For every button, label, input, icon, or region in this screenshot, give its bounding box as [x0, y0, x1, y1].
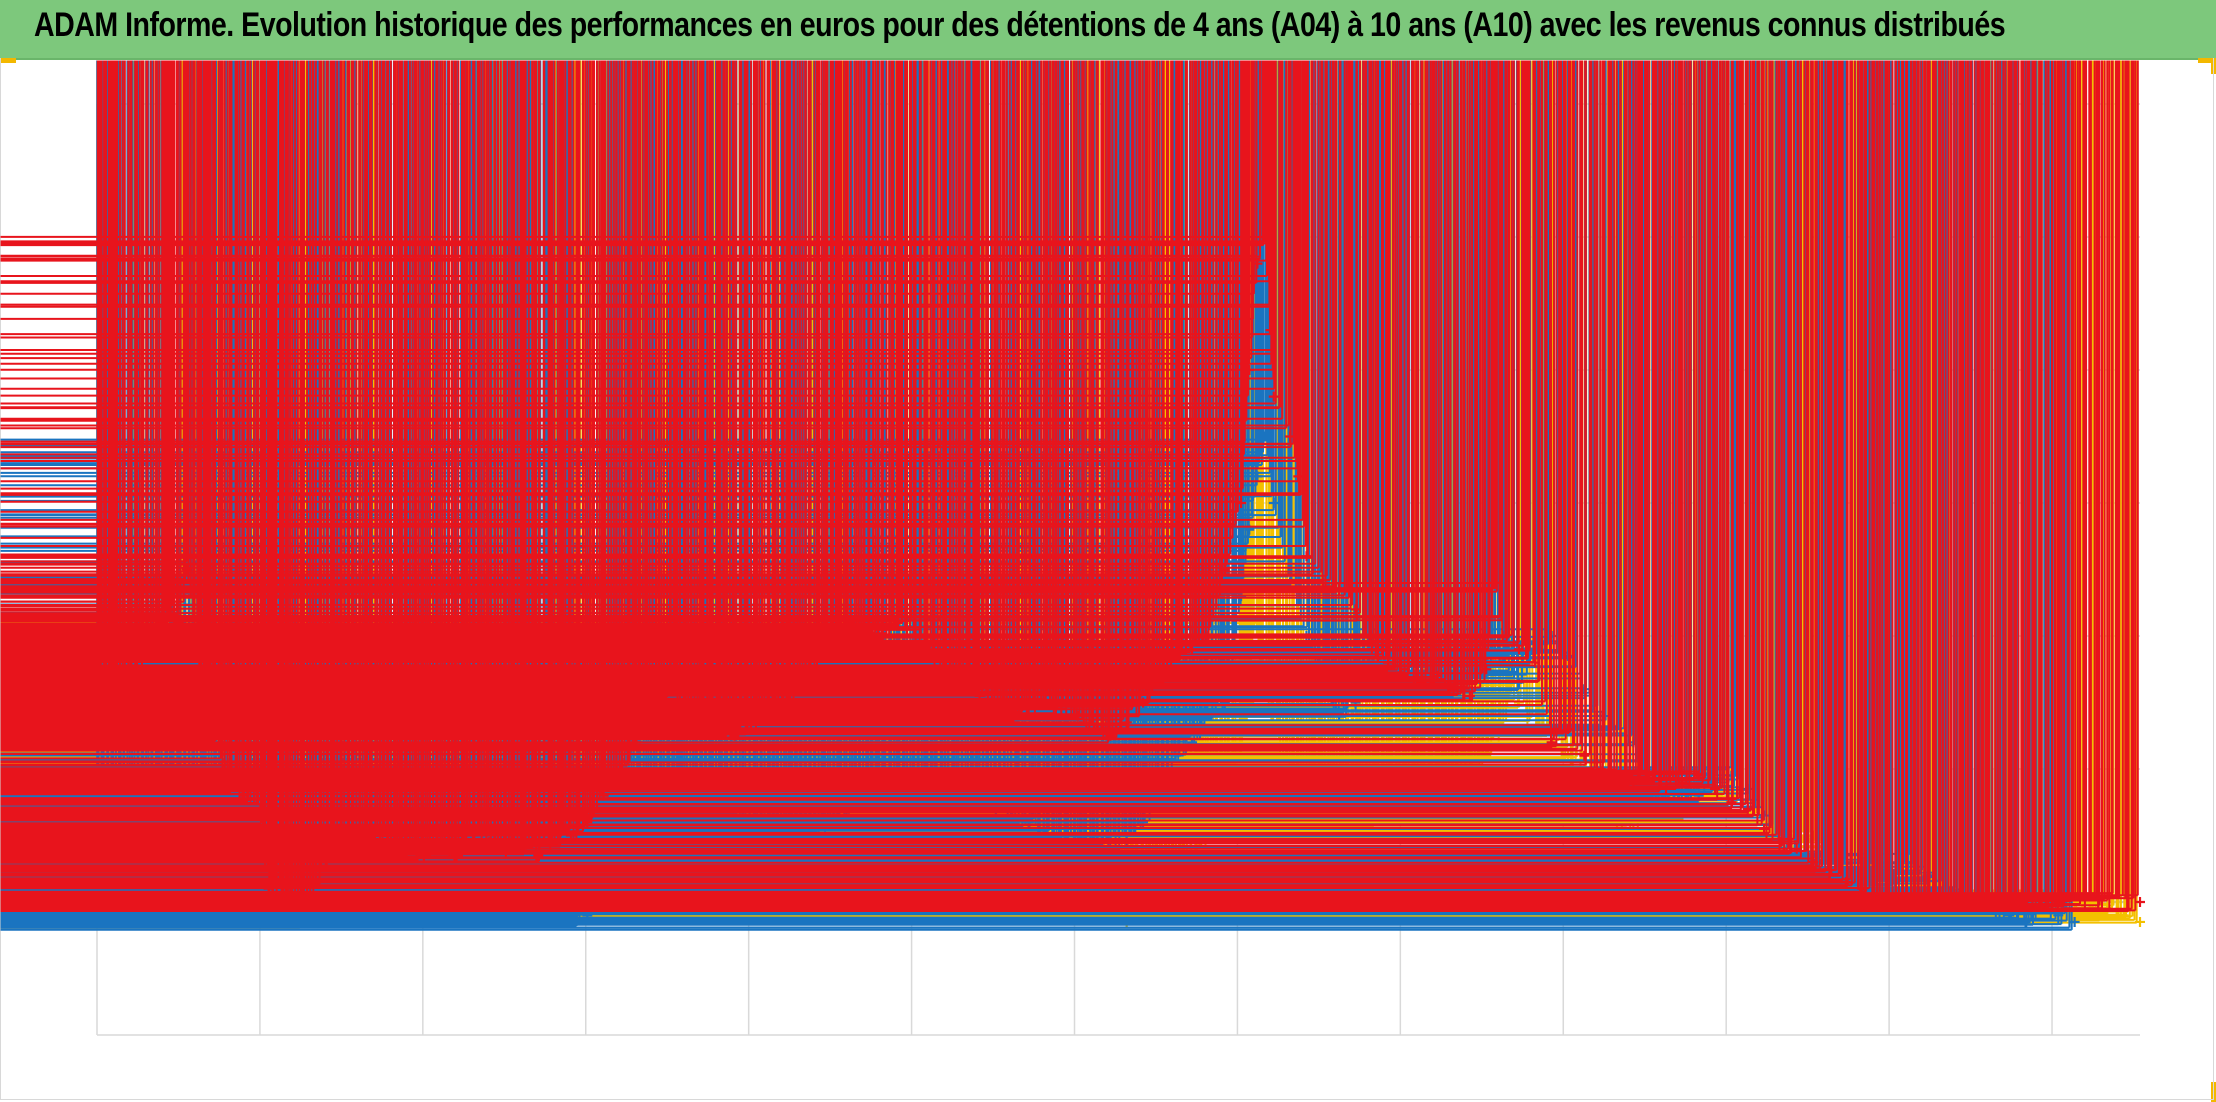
- scatter-chart: [0, 60, 2145, 1036]
- series-marker-cloud: [0, 60, 2139, 912]
- data-point: [1268, 391, 1279, 402]
- chart-title: ADAM Informe. Evolution historique des p…: [34, 6, 2006, 44]
- corner-accent-tl: [0, 58, 16, 63]
- chart-area: [0, 60, 2216, 1102]
- series-group: [0, 60, 2145, 931]
- data-point: [1710, 783, 1721, 794]
- title-bar: ADAM Informe. Evolution historique des p…: [0, 0, 2216, 60]
- series-2: [0, 60, 2145, 912]
- corner-accent-tr: [2198, 58, 2216, 63]
- data-point: [1464, 690, 1475, 701]
- data-point: [2135, 897, 2145, 907]
